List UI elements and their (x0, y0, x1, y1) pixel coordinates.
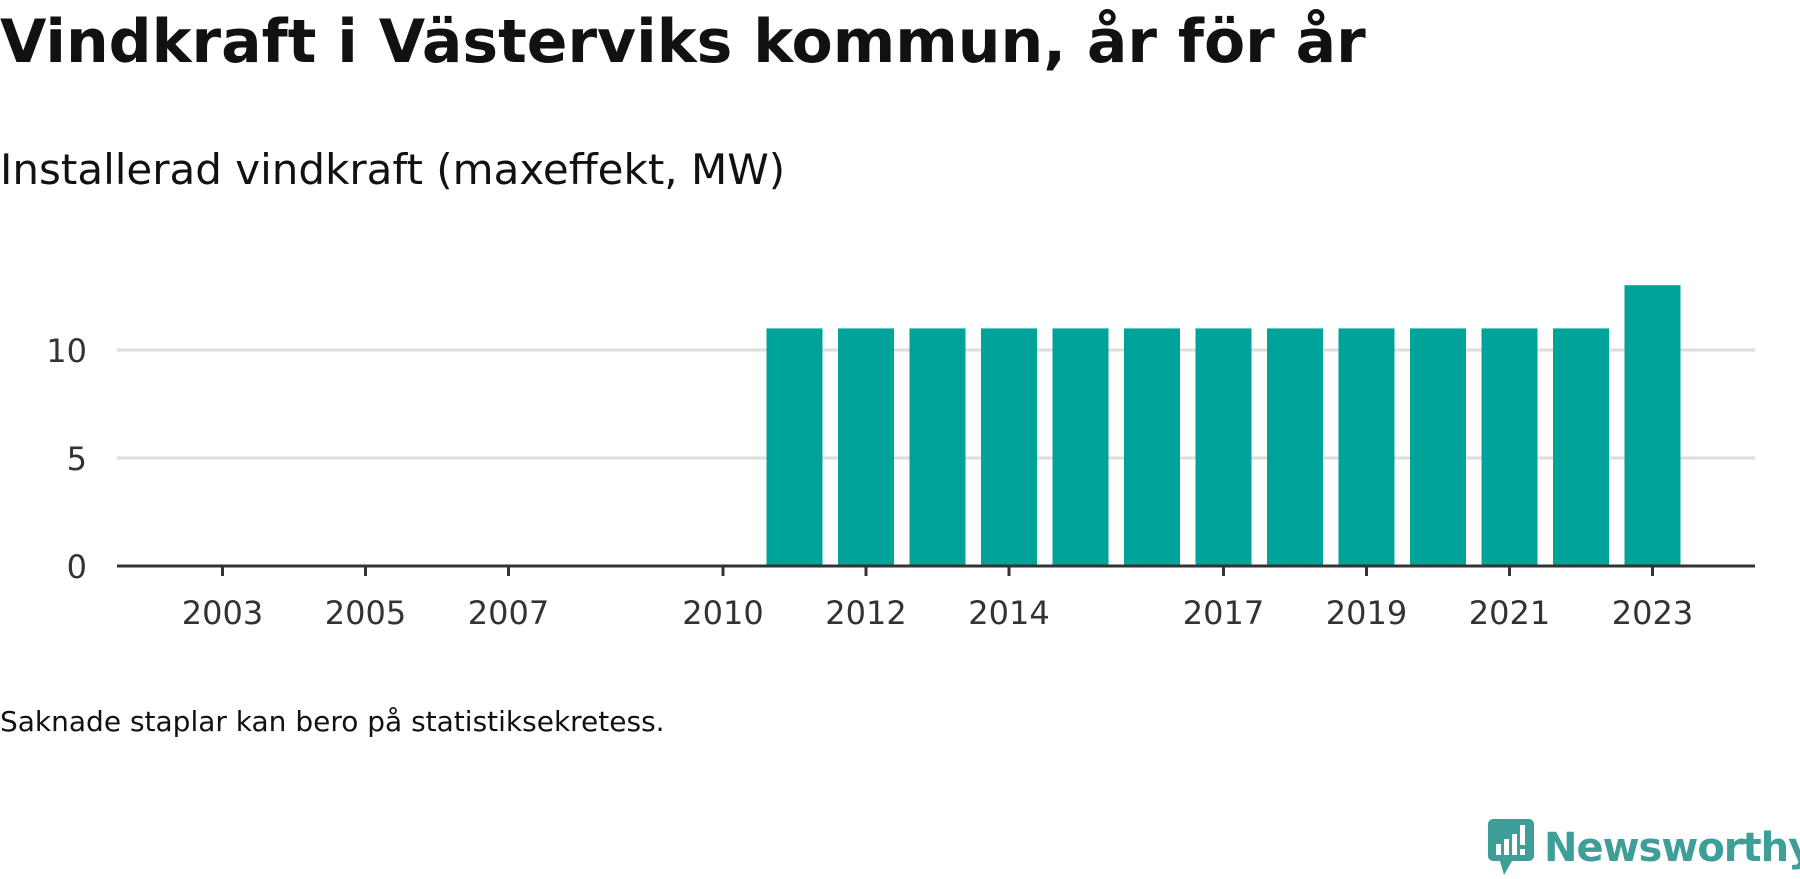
axes: 0 5 10 2003 2005 2007 2010 2012 2014 2017 2019 2021… (46, 332, 1755, 632)
y-tick-label: 5 (67, 440, 87, 478)
y-tick-label: 10 (46, 332, 87, 370)
bar-2017 (1195, 328, 1252, 566)
bar-2019 (1338, 328, 1395, 566)
x-tick-label: 2017 (1183, 594, 1264, 632)
chart-title: Vindkraft i Västerviks kommun, år för år (0, 7, 1366, 77)
newsworthy-logo-icon (1488, 819, 1534, 875)
bar-2014 (981, 328, 1037, 566)
bar-2016 (1124, 328, 1180, 566)
x-tick-label: 2005 (325, 594, 406, 632)
bar-2020 (1410, 328, 1466, 566)
x-tick-label: 2014 (968, 594, 1049, 632)
newsworthy-logo[interactable]: Newsworthy (1488, 818, 1800, 878)
x-tick-label: 2012 (825, 594, 906, 632)
bar-2018 (1267, 328, 1323, 566)
bars (766, 285, 1681, 566)
bar-2021 (1481, 328, 1538, 566)
x-tick-label: 2003 (182, 594, 263, 632)
x-tick-label: 2010 (682, 594, 763, 632)
x-tick-label: 2007 (468, 594, 549, 632)
x-tick-label: 2019 (1326, 594, 1407, 632)
bar-2022 (1553, 328, 1609, 566)
x-tick-label: 2021 (1469, 594, 1550, 632)
bar-2023 (1624, 285, 1681, 566)
logo-text: Newsworthy (1544, 825, 1800, 871)
bar-2011 (766, 328, 823, 566)
y-tick-label: 0 (67, 548, 87, 586)
chart-subtitle: Installerad vindkraft (maxeffekt, MW) (0, 145, 786, 194)
x-tick-label: 2023 (1612, 594, 1693, 632)
bar-2012 (838, 328, 894, 566)
bar-2015 (1052, 328, 1109, 566)
footnote: Saknade staplar kan bero på statistiksek… (0, 705, 665, 738)
bar-2013 (909, 328, 966, 566)
